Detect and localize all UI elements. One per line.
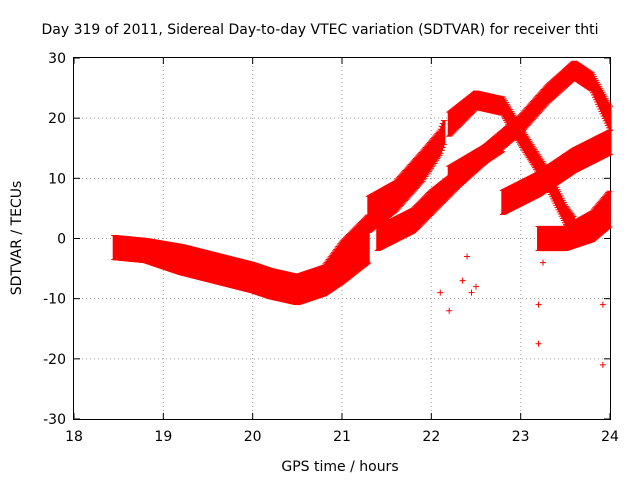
outlier-marker	[437, 289, 444, 296]
y-tick-label: -10	[43, 292, 66, 308]
y-tick-label: 10	[48, 171, 66, 187]
outlier-marker	[535, 301, 542, 308]
outlier-marker	[540, 259, 546, 266]
outlier-marker	[599, 361, 606, 368]
plot-frame	[73, 57, 611, 420]
outlier-marker	[459, 277, 466, 284]
chart-title: Day 319 of 2011, Sidereal Day-to-day VTE…	[42, 22, 599, 38]
data-band	[111, 214, 372, 306]
x-tick-label: 24	[601, 429, 619, 445]
data-band	[374, 133, 506, 252]
outlier-marker	[599, 301, 606, 308]
y-tick-label: 0	[57, 232, 66, 248]
y-tick-label: -30	[43, 412, 66, 428]
x-axis-label: GPS time / hours	[281, 459, 398, 475]
tick-marks	[73, 57, 611, 420]
outlier-marker	[535, 340, 542, 347]
y-tick-label: 20	[48, 111, 66, 127]
x-tick-label: 18	[65, 429, 83, 445]
outlier-marker	[468, 289, 475, 296]
y-tick-label: 30	[48, 51, 66, 67]
data-band	[535, 190, 613, 252]
y-axis-label: SDTVAR / TECUs	[9, 181, 25, 296]
y-tick-label: -20	[43, 352, 66, 368]
x-tick-label: 22	[422, 429, 440, 445]
x-tick-label: 23	[512, 429, 530, 445]
data-series	[111, 60, 613, 306]
tick-labels: 18 19 20 21 22 23 24 -30 -20 -10 0 10 20 30	[43, 51, 619, 445]
outlier-marker	[473, 283, 479, 290]
outlier-points	[437, 253, 606, 368]
data-band	[365, 120, 447, 233]
x-tick-label: 20	[244, 429, 262, 445]
x-tick-label: 21	[333, 429, 351, 445]
data-band	[499, 129, 613, 215]
outlier-marker	[446, 307, 453, 314]
outlier-marker	[464, 253, 471, 260]
x-tick-label: 19	[154, 429, 172, 445]
